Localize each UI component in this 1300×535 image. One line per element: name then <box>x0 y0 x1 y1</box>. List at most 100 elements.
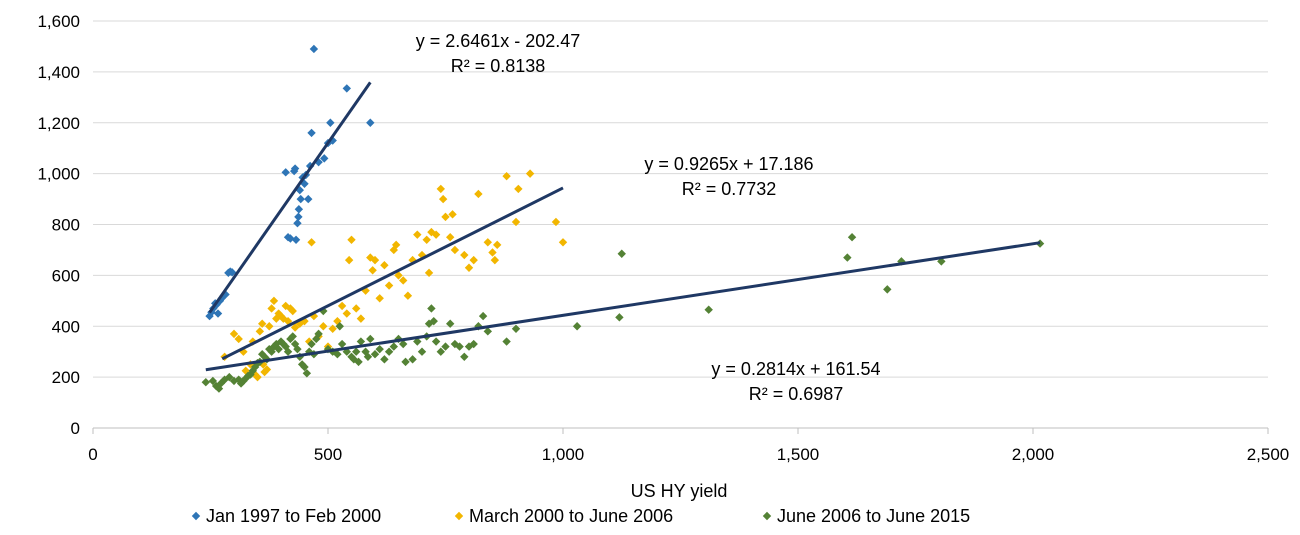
data-point-series-3 <box>241 374 250 383</box>
data-point-series-3 <box>408 355 417 364</box>
y-tick-label: 800 <box>52 216 80 235</box>
data-point-series-2 <box>431 230 441 239</box>
x-tick-label: 2,500 <box>1247 445 1290 464</box>
data-point-series-2 <box>502 171 511 181</box>
data-point-series-2 <box>347 235 356 244</box>
axes: 0 200 400 600 800 1,000 1,200 1,400 1,600 0 500 1,0… <box>37 12 1289 464</box>
data-point-series-3 <box>370 350 380 359</box>
data-point-series-3 <box>333 350 342 359</box>
data-point-series-3 <box>431 337 441 346</box>
data-point-series-2 <box>380 261 389 270</box>
data-point-series-3 <box>446 319 455 328</box>
data-point-series-2 <box>399 276 408 285</box>
data-point-series-3 <box>354 357 363 367</box>
data-point-series-3 <box>352 347 361 356</box>
data-points <box>201 44 1045 393</box>
legend-label-series-1: Jan 1997 to Feb 2000 <box>206 506 381 526</box>
data-point-series-2 <box>342 309 351 318</box>
data-point-series-3 <box>469 339 478 349</box>
data-point-series-3 <box>483 327 492 336</box>
data-point-series-2 <box>269 296 279 306</box>
data-point-series-3 <box>417 347 427 356</box>
data-point-series-2 <box>288 306 297 316</box>
data-point-series-2 <box>424 268 434 278</box>
data-point-series-2 <box>490 255 500 265</box>
data-point-series-2 <box>234 334 243 344</box>
data-point-series-2 <box>460 250 469 260</box>
data-point-series-1 <box>281 168 290 177</box>
equation-labels: y = 2.6461x - 202.47 R² = 0.8138 y = 0.926… <box>416 31 881 404</box>
data-point-series-1 <box>304 194 313 204</box>
x-tick-label: 0 <box>88 445 97 464</box>
data-point-series-2 <box>511 217 521 227</box>
trend-equation-series-1: y = 2.6461x - 202.47 <box>416 31 581 51</box>
trendline-series-3 <box>205 241 1041 372</box>
trend-equation-series-2: y = 0.9265x + 17.186 <box>644 154 813 174</box>
data-point-series-1 <box>342 84 351 93</box>
data-point-series-3 <box>225 372 234 382</box>
x-tick-label: 1,000 <box>542 445 585 464</box>
data-point-series-1 <box>307 128 316 138</box>
data-point-series-2 <box>255 327 265 336</box>
data-point-series-2 <box>265 322 274 331</box>
data-point-series-3 <box>293 344 302 354</box>
data-point-series-3 <box>617 249 626 258</box>
data-point-series-2 <box>319 322 328 331</box>
legend-marker-series-3 <box>762 511 772 521</box>
data-point-series-3 <box>380 355 389 364</box>
data-point-series-2 <box>464 263 474 272</box>
data-point-series-3 <box>843 253 852 262</box>
data-point-series-2 <box>375 294 384 303</box>
data-point-series-3 <box>283 347 293 356</box>
x-tick-label: 2,000 <box>1012 445 1055 464</box>
data-point-series-2 <box>267 304 276 313</box>
data-point-series-2 <box>514 184 523 194</box>
data-point-series-3 <box>274 344 283 354</box>
data-point-series-2 <box>488 248 497 257</box>
data-point-series-2 <box>450 245 460 255</box>
data-point-series-2 <box>352 304 361 313</box>
y-tick-label: 1,600 <box>37 12 80 31</box>
trend-r2-series-3: R² = 0.6987 <box>749 384 844 404</box>
data-point-series-3 <box>302 369 312 378</box>
legend: Jan 1997 to Feb 2000 March 2000 to June 2… <box>191 506 970 526</box>
data-point-series-3 <box>441 342 450 351</box>
data-point-series-3 <box>335 322 344 331</box>
data-point-series-3 <box>363 352 373 361</box>
data-point-series-2 <box>253 372 262 382</box>
y-tick-label: 1,200 <box>37 114 80 133</box>
data-point-series-2 <box>241 366 250 375</box>
data-point-series-2 <box>394 271 403 280</box>
data-point-series-2 <box>370 255 380 265</box>
data-point-series-3 <box>307 339 316 349</box>
trendline-series-2 <box>221 186 564 361</box>
y-tick-label: 600 <box>52 266 80 285</box>
data-point-series-3 <box>436 347 445 356</box>
data-point-series-2 <box>307 238 316 247</box>
data-point-series-2 <box>229 329 239 339</box>
x-axis-title: US HY yield <box>631 481 728 501</box>
data-point-series-2 <box>474 189 483 199</box>
data-point-series-2 <box>551 217 561 227</box>
data-point-series-1 <box>320 154 329 163</box>
y-tick-label: 1,000 <box>37 165 80 184</box>
data-point-series-3 <box>314 329 323 339</box>
data-point-series-2 <box>413 230 422 239</box>
data-point-series-2 <box>446 233 455 242</box>
data-point-series-1 <box>286 234 295 243</box>
data-point-series-3 <box>572 322 582 331</box>
data-point-series-3 <box>511 324 521 333</box>
data-point-series-1 <box>205 311 214 321</box>
data-point-series-2 <box>368 266 377 275</box>
data-point-series-3 <box>216 379 226 388</box>
trend-equation-series-3: y = 0.2814x + 161.54 <box>711 359 880 379</box>
data-point-series-3 <box>366 334 375 344</box>
data-point-series-3 <box>384 347 394 356</box>
data-point-series-3 <box>413 337 422 346</box>
legend-marker-series-2 <box>454 511 464 521</box>
data-point-series-1 <box>294 212 303 222</box>
data-point-series-3 <box>502 337 511 346</box>
data-point-series-2 <box>448 210 457 219</box>
data-point-series-3 <box>460 352 469 361</box>
